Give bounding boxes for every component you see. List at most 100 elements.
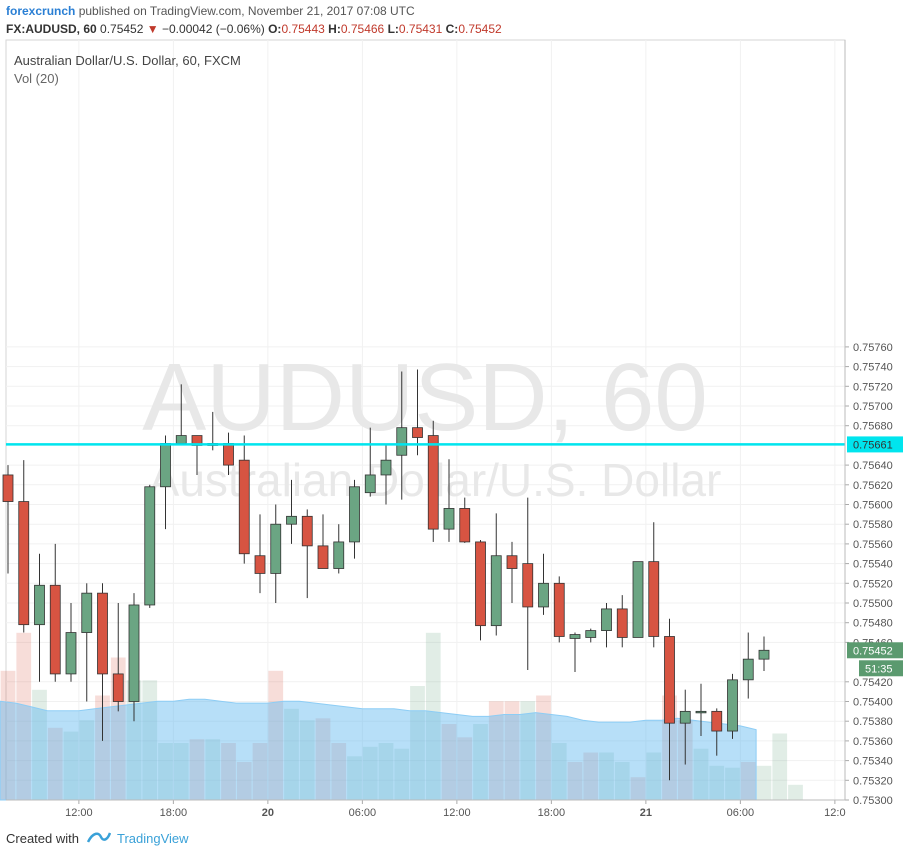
volume-bar xyxy=(583,752,599,800)
candle-body xyxy=(49,584,61,675)
volume-bar xyxy=(16,632,32,800)
candle-body xyxy=(396,427,408,456)
candle-body xyxy=(412,427,423,438)
candle-body xyxy=(160,443,171,488)
x-tick-label: 20 xyxy=(262,807,274,819)
candle-body xyxy=(632,561,644,638)
symbol-label: FX:AUDUSD, 60 xyxy=(6,22,97,36)
candle-body xyxy=(742,658,754,681)
y-tick-label: 0.75300 xyxy=(853,795,893,807)
volume-bar xyxy=(347,756,362,800)
high-label: H: xyxy=(328,22,341,36)
volume-bar xyxy=(252,743,268,800)
y-tick-label: 0.75620 xyxy=(853,480,893,492)
volume-bar xyxy=(410,686,425,800)
y-tick-label: 0.75700 xyxy=(853,401,893,413)
price-axis[interactable]: 0.75760 0.75740 0.75720 0.75700 0.75680 0.756… xyxy=(844,40,893,807)
candle-body xyxy=(616,608,628,638)
volume-bar xyxy=(488,701,504,800)
candle-body xyxy=(301,515,313,547)
volume-bar xyxy=(362,746,378,800)
candle-body xyxy=(506,555,518,569)
candle-body xyxy=(223,443,234,466)
close-label: C: xyxy=(445,22,459,36)
candle-body xyxy=(490,555,502,627)
volume-bar xyxy=(756,765,772,800)
volume-bar xyxy=(95,695,110,800)
volume-bar xyxy=(788,784,803,800)
candle-body xyxy=(585,630,597,638)
volume-bar xyxy=(646,752,662,800)
candle-body xyxy=(349,486,360,543)
y-tick-label: 0.75380 xyxy=(853,716,893,728)
volume-bar xyxy=(142,680,158,800)
x-tick-label: 18:00 xyxy=(160,807,188,819)
down-arrow-icon: ▼ xyxy=(146,22,159,36)
countdown-label: 51:35 xyxy=(865,663,893,675)
x-tick-label: 12:0 xyxy=(824,807,845,819)
volume-bar xyxy=(378,743,394,800)
author-link[interactable]: forexcrunch xyxy=(6,4,76,18)
volume-bar xyxy=(567,762,583,800)
candle-body xyxy=(175,435,187,444)
volume-bar xyxy=(173,743,189,800)
countdown-tag xyxy=(859,660,903,677)
volume-bar xyxy=(473,724,488,800)
y-tick-label: 0.75580 xyxy=(853,519,893,531)
low-value: 0.75431 xyxy=(398,22,443,36)
candle-body xyxy=(380,459,392,476)
candle-body xyxy=(711,710,723,732)
volume-bar xyxy=(740,762,756,800)
candles xyxy=(2,369,770,781)
candle-body xyxy=(679,710,691,724)
volume-bar xyxy=(32,689,47,800)
candle-body xyxy=(569,634,581,639)
x-tick-label: 18:00 xyxy=(538,807,566,819)
volume-bar xyxy=(315,718,331,800)
candle-body xyxy=(270,523,282,574)
candle-body xyxy=(648,561,660,637)
volume-bar xyxy=(221,743,236,800)
y-tick-label: 0.75560 xyxy=(853,539,893,551)
candle-body xyxy=(2,474,14,502)
x-tick-label: 06:00 xyxy=(727,807,755,819)
y-tick-label: 0.75640 xyxy=(853,460,893,472)
candle-body xyxy=(317,545,329,569)
volume-bar xyxy=(158,743,173,800)
candle-body xyxy=(664,636,675,724)
price-labels: 0.75661 0.75452 51:35 xyxy=(847,436,903,677)
volume-bar xyxy=(236,762,252,800)
y-tick-label: 0.75400 xyxy=(853,697,893,709)
volume-bar xyxy=(47,727,63,800)
tradingview-link[interactable]: TradingView xyxy=(116,831,189,846)
volume-bar xyxy=(299,720,315,800)
candle-body xyxy=(144,486,156,606)
volume-bar xyxy=(457,737,473,800)
published-text: published on TradingView.com, November 2… xyxy=(78,4,415,18)
candle-body xyxy=(254,555,266,574)
legend-indicator: Vol (20) xyxy=(14,71,59,86)
volume-bar xyxy=(599,752,614,800)
volume-bar xyxy=(630,777,646,800)
y-tick-label: 0.75360 xyxy=(853,736,893,748)
candle-body xyxy=(81,592,93,633)
last-price-tag xyxy=(847,642,903,659)
x-tick-label: 06:00 xyxy=(349,807,377,819)
y-tick-label: 0.75720 xyxy=(853,381,893,393)
created-with-text: Created with xyxy=(6,831,79,846)
tradingview-logo-icon[interactable] xyxy=(86,830,112,847)
y-tick-label: 0.75540 xyxy=(853,559,893,571)
x-tick-label: 12:00 xyxy=(65,807,93,819)
y-tick-label: 0.75500 xyxy=(853,598,893,610)
volume-bar xyxy=(268,670,284,800)
y-tick-label: 0.75420 xyxy=(853,677,893,689)
x-tick-label: 12:00 xyxy=(443,807,471,819)
candle-body xyxy=(522,563,534,608)
time-axis[interactable]: 12:00 18:00 20 06:00 12:00 18:00 21 06:00 12:0 xyxy=(6,799,846,819)
candle-body xyxy=(553,582,565,637)
watermark-symbol: AUDUSD, 60 xyxy=(142,344,708,451)
candle-body xyxy=(601,608,612,631)
low-label: L: xyxy=(387,22,399,36)
y-tick-label: 0.75680 xyxy=(853,421,893,433)
